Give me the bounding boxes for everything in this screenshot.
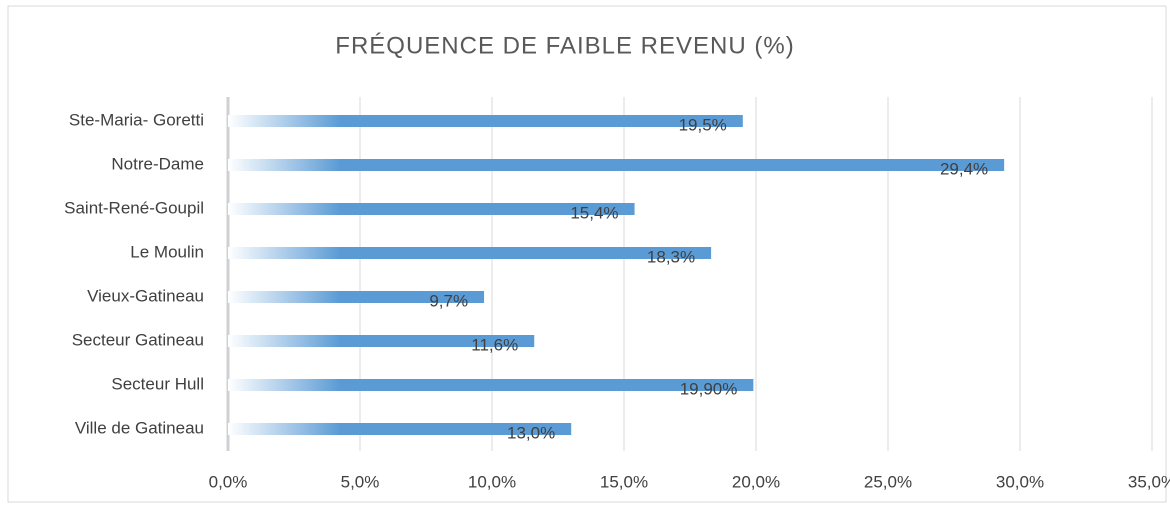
data-label: 9,7%	[429, 291, 468, 310]
y-tick-label: Secteur Hull	[111, 374, 204, 393]
y-tick-label: Ste-Maria- Goretti	[69, 110, 204, 129]
x-tick-label: 35,0%	[1128, 472, 1170, 491]
bar	[228, 423, 572, 435]
y-tick-label: Saint-René-Goupil	[64, 198, 204, 217]
y-tick-label: Ville de Gatineau	[75, 418, 204, 437]
data-label: 15,4%	[570, 203, 618, 222]
x-tick-label: 10,0%	[468, 472, 516, 491]
data-label: 13,0%	[507, 423, 555, 442]
bar	[228, 379, 754, 391]
bar	[228, 335, 535, 347]
y-tick-label: Notre-Dame	[111, 154, 204, 173]
x-tick-label: 30,0%	[996, 472, 1044, 491]
bar	[228, 247, 712, 259]
x-tick-label: 25,0%	[864, 472, 912, 491]
data-label: 19,90%	[680, 379, 738, 398]
y-tick-label: Le Moulin	[130, 242, 204, 261]
data-label: 11,6%	[471, 335, 518, 354]
bar	[228, 203, 635, 215]
data-label: 18,3%	[647, 247, 695, 266]
x-tick-label: 5,0%	[341, 472, 380, 491]
y-tick-label: Vieux-Gatineau	[87, 286, 204, 305]
x-tick-label: 0,0%	[209, 472, 248, 491]
chart-title: FRÉQUENCE DE FAIBLE REVENU (%)	[335, 32, 794, 59]
y-tick-label: Secteur Gatineau	[72, 330, 204, 349]
data-label: 29,4%	[940, 159, 988, 178]
x-tick-label: 15,0%	[600, 472, 648, 491]
bar	[228, 291, 485, 303]
bar	[228, 115, 743, 127]
x-tick-label: 20,0%	[732, 472, 780, 491]
data-label: 19,5%	[679, 115, 727, 134]
bar	[228, 159, 1005, 171]
